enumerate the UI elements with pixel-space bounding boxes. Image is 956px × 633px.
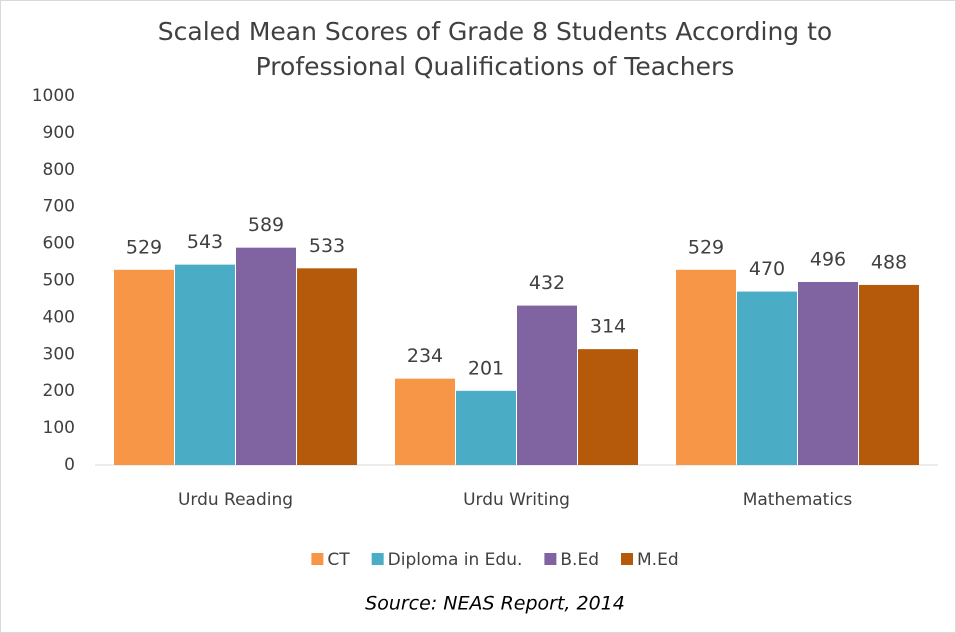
bar <box>236 247 296 465</box>
data-label: 496 <box>810 248 846 270</box>
bar <box>175 264 235 465</box>
data-label: 529 <box>688 236 724 258</box>
bar <box>297 268 357 465</box>
bar <box>737 291 797 465</box>
data-label: 533 <box>309 235 345 257</box>
data-label: 543 <box>187 231 223 253</box>
legend-label: CT <box>327 550 350 570</box>
y-tick-label: 100 <box>43 418 75 438</box>
data-label: 234 <box>407 345 443 367</box>
legend-swatch <box>311 553 324 565</box>
source-note: Source: NEAS Report, 2014 <box>365 593 625 615</box>
legend-label: Diploma in Edu. <box>388 550 523 570</box>
y-tick-label: 700 <box>43 197 75 217</box>
y-tick-label: 600 <box>43 234 75 254</box>
bar <box>456 390 516 465</box>
data-label: 201 <box>468 357 504 379</box>
bar <box>395 378 455 465</box>
y-tick-label: 0 <box>64 455 75 475</box>
chart-title: Scaled Mean Scores of Grade 8 Students A… <box>158 17 832 46</box>
data-label: 470 <box>749 258 785 280</box>
bar <box>517 305 577 465</box>
y-tick-label: 300 <box>43 344 75 364</box>
data-label: 432 <box>529 272 565 294</box>
y-tick-label: 400 <box>43 307 75 327</box>
bar <box>114 269 174 465</box>
bar <box>859 284 919 465</box>
y-tick-label: 800 <box>43 160 75 180</box>
data-label: 589 <box>248 214 284 236</box>
legend-swatch <box>371 553 384 565</box>
data-label: 314 <box>590 316 626 338</box>
data-label: 529 <box>126 236 162 258</box>
x-tick-label: Urdu Writing <box>463 490 570 510</box>
y-tick-label: 500 <box>43 271 75 291</box>
legend-label: B.Ed <box>560 550 599 570</box>
x-tick-label: Mathematics <box>743 490 853 510</box>
legend-swatch <box>621 553 633 565</box>
legend-swatch <box>544 553 557 565</box>
y-tick-label: 1000 <box>32 86 75 106</box>
y-tick-label: 200 <box>43 381 75 401</box>
bar <box>676 269 736 465</box>
legend-label: M.Ed <box>637 550 679 570</box>
bar <box>578 349 638 465</box>
chart-title: Professional Qualifications of Teachers <box>256 52 735 81</box>
x-tick-label: Urdu Reading <box>178 490 293 510</box>
bar <box>798 281 858 465</box>
data-label: 488 <box>871 251 907 273</box>
y-tick-label: 900 <box>43 123 75 143</box>
